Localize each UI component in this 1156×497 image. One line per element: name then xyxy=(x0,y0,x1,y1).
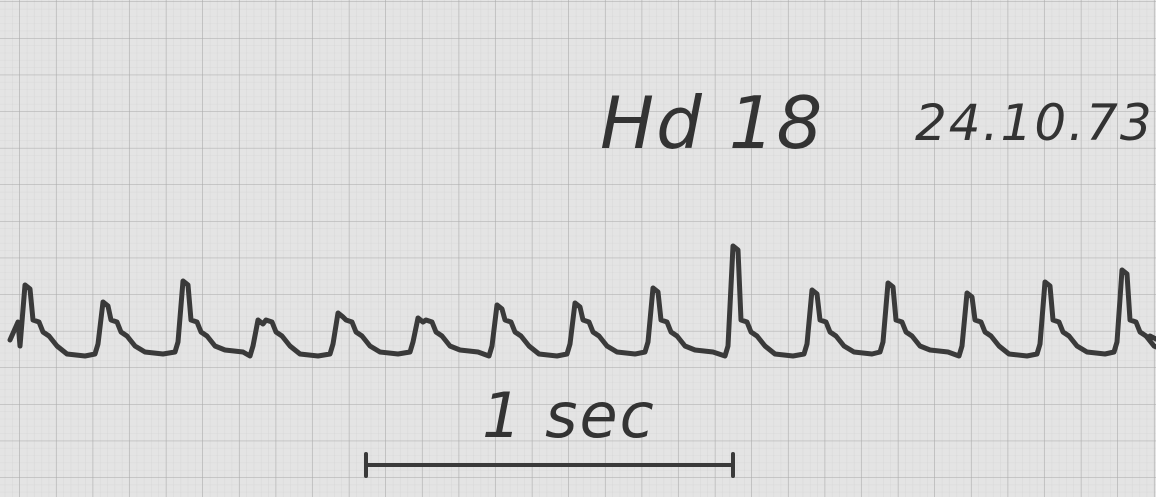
time-scale-bar xyxy=(364,452,735,478)
time-scale-label: 1 sec xyxy=(482,379,656,452)
recording-label: Hd 18 xyxy=(600,81,824,165)
trace xyxy=(7,243,1156,359)
recording-date: 24.10.73 xyxy=(915,94,1154,152)
